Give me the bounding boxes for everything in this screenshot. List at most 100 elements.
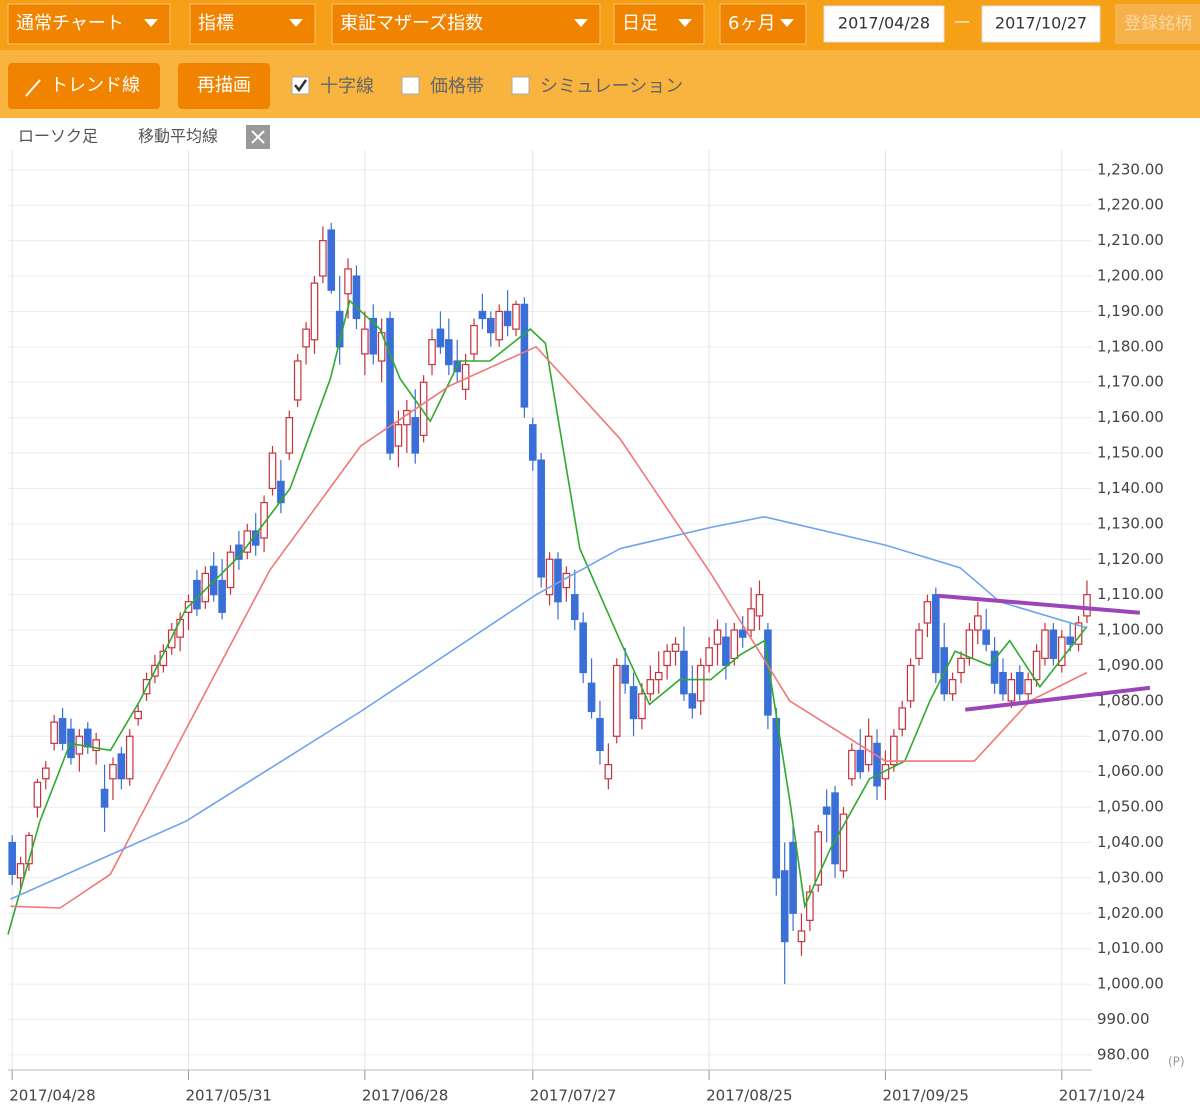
trend-line [937,593,1141,615]
candle-body [537,459,545,578]
y-tick-label: 1,160.00 [1097,408,1164,426]
candle-body [957,657,965,674]
candle-body [487,317,495,334]
candle-body [570,594,579,621]
candle-body [797,930,806,943]
y-tick-label: 1,110.00 [1097,585,1164,603]
button[interactable] [178,63,270,109]
dropdown-arrow [289,19,303,27]
dropdown[interactable] [613,3,705,45]
candle-body [520,303,529,408]
candle-body [545,558,554,596]
candle-body [663,650,671,667]
dropdown-label: 6ヶ月 [728,13,775,34]
y-tick-label: 1,200.00 [1097,267,1164,285]
candle-body [990,650,999,684]
candle-tab[interactable]: ローソク足 [18,127,98,146]
candle-body [915,629,923,659]
y-tick-label: 1,020.00 [1097,904,1164,922]
dropdown[interactable] [331,3,601,45]
candle-body [470,324,478,355]
candle-body [999,671,1007,695]
candle-body [268,452,277,490]
x-tick-label: 2017/05/31 [186,1087,272,1105]
dropdown[interactable] [719,3,807,45]
candle-body [1032,650,1041,681]
ma-line [7,299,1088,935]
candle-body [503,310,512,327]
candle-body [898,707,907,730]
candle-body [125,735,134,780]
separator: — [954,12,970,31]
dropdown-label: 通常チャート [16,13,124,34]
candle-body [159,650,168,667]
candle-body [890,735,898,766]
y-tick-label: 1,180.00 [1097,337,1164,355]
candle-body [344,268,352,295]
y-tick-label: 1,150.00 [1097,444,1164,462]
candle-body [512,303,520,330]
candle-body [780,870,789,943]
candle-body [285,417,294,454]
y-tick-label: 990.00 [1097,1010,1150,1028]
registered-button: 登録銘柄 [1124,14,1192,34]
candle-body [428,339,436,366]
candle-body [579,622,587,674]
candle-body [50,721,58,744]
date-input[interactable] [981,5,1101,43]
dropdown-arrow [574,19,588,27]
dropdown[interactable] [7,3,171,45]
y-tick-label: 1,130.00 [1097,514,1164,532]
candle-body [92,739,100,752]
date-input[interactable] [823,5,945,43]
candle-body [839,813,848,872]
candle-body [41,767,50,780]
checkmark [294,79,308,93]
x-tick-label: 2017/10/24 [1059,1087,1145,1105]
candle-body [814,831,823,886]
candle-body [747,608,755,631]
trend-icon [25,79,41,97]
y-tick-label: 1,230.00 [1097,160,1164,178]
candle-body [319,240,327,277]
candle-body [495,310,504,341]
candle-body [646,679,655,695]
date-from: 2017/04/28 [838,14,930,33]
candle-body [982,629,991,645]
checkbox[interactable] [401,76,420,95]
candle-body [58,717,67,744]
candle-body [1049,629,1058,659]
ma-tab[interactable]: 移動平均線 [138,127,218,146]
y-tick-label: 1,090.00 [1097,656,1164,674]
candle-body [1015,671,1024,695]
candle-body [696,664,705,702]
candle-body [638,693,646,720]
checkbox[interactable] [511,76,530,95]
candle-body [688,693,697,709]
candle-body [8,841,16,875]
candle-body [293,360,302,401]
chart-panel [0,118,1200,1109]
checkbox-label: シミュレーション [540,76,683,97]
x-tick-label: 2017/08/25 [706,1087,792,1105]
candle-body [361,328,369,355]
candle-body [671,643,680,652]
candle-body [974,615,982,631]
candle-body [722,636,730,667]
candle-body [386,317,394,454]
y-tick-label: 1,010.00 [1097,939,1164,957]
trend-button: トレンド線 [50,75,140,96]
candle-body [680,650,688,695]
candle-body [352,275,361,320]
candle-body [604,763,613,780]
candle-body [1057,636,1066,667]
candle-body [612,664,621,737]
button[interactable] [8,63,160,109]
candle-body [134,710,142,720]
candle-body [906,664,915,702]
button[interactable] [1115,4,1200,44]
candle-body [1024,679,1032,695]
dropdown-label: 日足 [622,13,658,34]
date-to: 2017/10/27 [995,14,1087,33]
